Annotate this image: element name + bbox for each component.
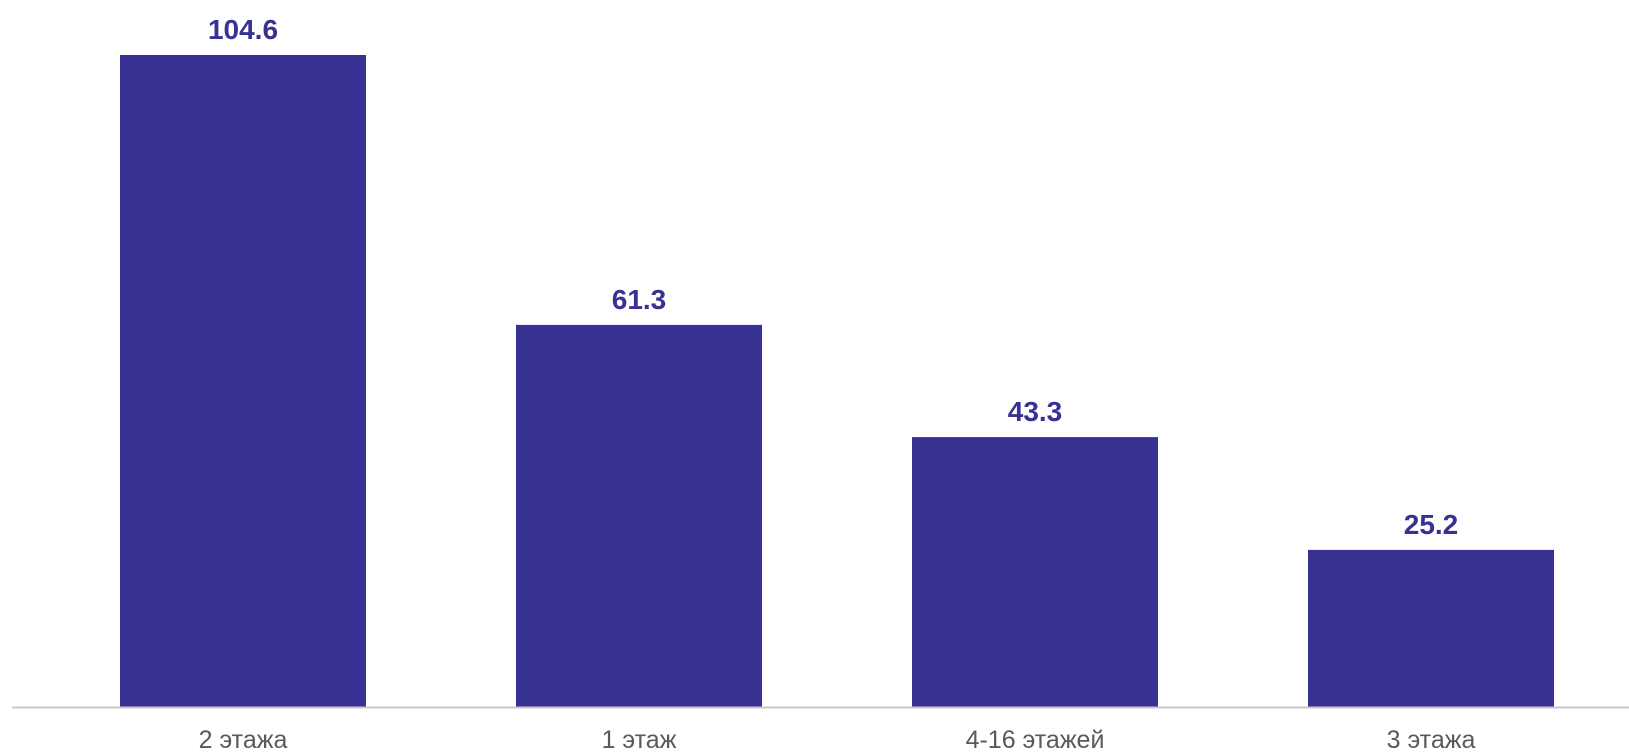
- value-label-4: 25.2: [1404, 509, 1459, 540]
- value-label-1: 104.6: [208, 14, 278, 45]
- category-label-3: 4-16 этажей: [966, 726, 1105, 752]
- category-label-1: 2 этажа: [199, 726, 288, 752]
- value-label-3: 43.3: [1008, 396, 1063, 427]
- bars-layer: [120, 55, 1554, 707]
- category-label-4: 3 этажа: [1387, 726, 1476, 752]
- value-label-2: 61.3: [612, 284, 667, 315]
- bar-1: [120, 55, 366, 707]
- category-labels-layer: 2 этажа 1 этаж 4-16 этажей 3 этажа: [199, 726, 1476, 752]
- bar-3: [912, 437, 1158, 707]
- bar-4: [1308, 549, 1554, 707]
- category-label-2: 1 этаж: [602, 726, 677, 752]
- bar-2: [516, 324, 762, 707]
- value-labels-layer: 104.6 61.3 43.3 25.2: [208, 14, 1458, 540]
